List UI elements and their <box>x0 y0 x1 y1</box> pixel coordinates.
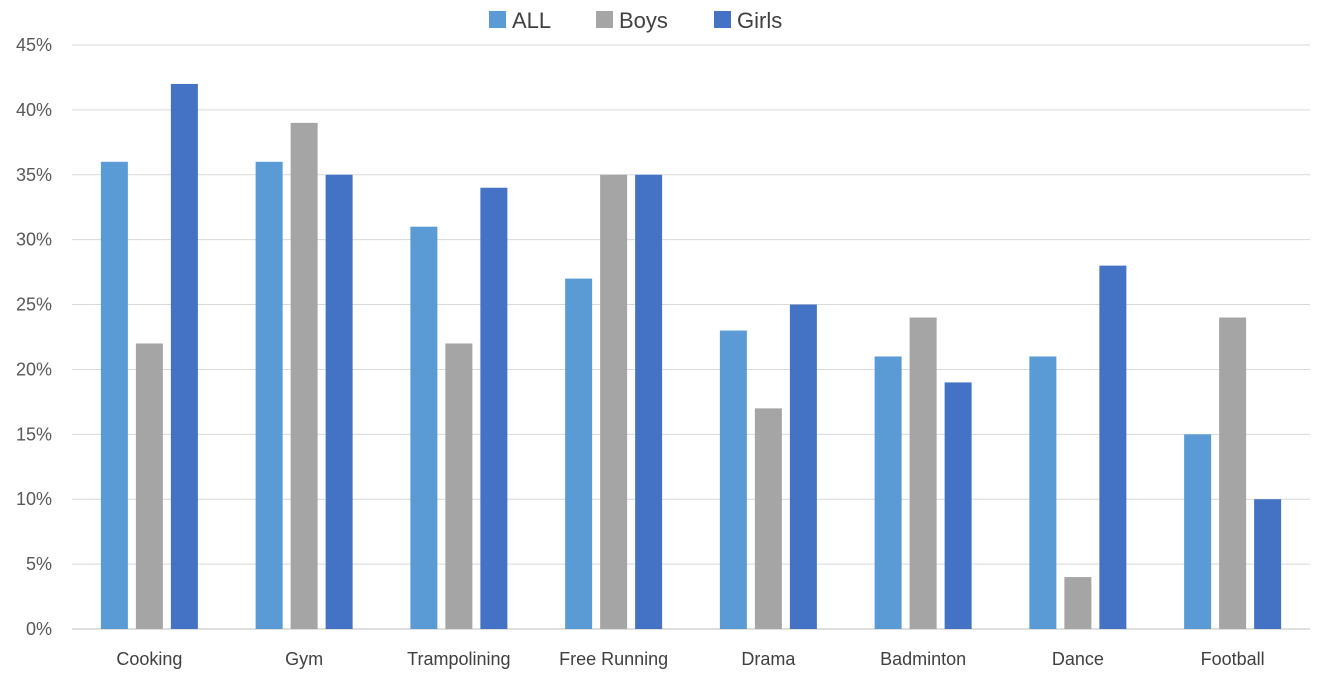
bar-all-free-running <box>565 278 593 629</box>
y-tick-label: 30% <box>16 230 52 250</box>
bar-girls-free-running <box>635 174 663 629</box>
y-tick-label: 5% <box>26 554 52 574</box>
y-tick-label: 45% <box>16 35 52 55</box>
bar-boys-trampolining <box>445 343 473 629</box>
bar-girls-football <box>1254 499 1282 629</box>
x-tick-label: Football <box>1201 649 1265 669</box>
bar-all-drama <box>719 330 747 629</box>
x-tick-label: Trampolining <box>407 649 510 669</box>
bar-boys-drama <box>754 408 782 629</box>
y-tick-label: 20% <box>16 359 52 379</box>
bar-all-gym <box>255 161 283 630</box>
bar-boys-cooking <box>135 343 163 629</box>
bars <box>100 83 1282 630</box>
y-tick-label: 10% <box>16 489 52 509</box>
x-tick-label: Badminton <box>880 649 966 669</box>
y-tick-label: 15% <box>16 424 52 444</box>
y-axis: 0% 5% 10% 15% 20% 25% 30% 35% 40% 45% <box>16 35 52 639</box>
bar-boys-free-running <box>600 174 628 629</box>
legend-swatch-girls <box>714 11 731 28</box>
legend-label-all: ALL <box>512 8 551 33</box>
legend-label-girls: Girls <box>737 8 782 33</box>
legend-swatch-all <box>489 11 506 28</box>
bar-all-cooking <box>100 161 128 630</box>
bar-girls-cooking <box>170 83 198 629</box>
bar-girls-drama <box>789 304 817 629</box>
bar-all-badminton <box>874 356 902 629</box>
bar-boys-badminton <box>909 317 937 629</box>
bar-girls-trampolining <box>480 187 508 629</box>
legend: ALL Boys Girls <box>489 8 782 33</box>
x-axis: Cooking Gym Trampolining Free Running Drama B… <box>116 649 1264 669</box>
x-tick-label: Free Running <box>559 649 668 669</box>
bar-girls-gym <box>325 174 353 629</box>
bar-boys-dance <box>1064 577 1092 629</box>
bar-all-dance <box>1029 356 1057 629</box>
x-tick-label: Dance <box>1052 649 1104 669</box>
bar-boys-gym <box>290 122 318 629</box>
bar-boys-football <box>1219 317 1247 629</box>
y-tick-label: 35% <box>16 165 52 185</box>
bar-all-trampolining <box>410 226 438 629</box>
x-tick-label: Drama <box>741 649 796 669</box>
x-tick-label: Cooking <box>116 649 182 669</box>
y-tick-label: 25% <box>16 295 52 315</box>
legend-label-boys: Boys <box>619 8 668 33</box>
bar-girls-dance <box>1099 265 1127 629</box>
bar-all-football <box>1184 434 1212 629</box>
y-tick-label: 40% <box>16 100 52 120</box>
x-tick-label: Gym <box>285 649 323 669</box>
y-tick-label: 0% <box>26 619 52 639</box>
bar-girls-badminton <box>944 382 972 629</box>
legend-swatch-boys <box>596 11 613 28</box>
